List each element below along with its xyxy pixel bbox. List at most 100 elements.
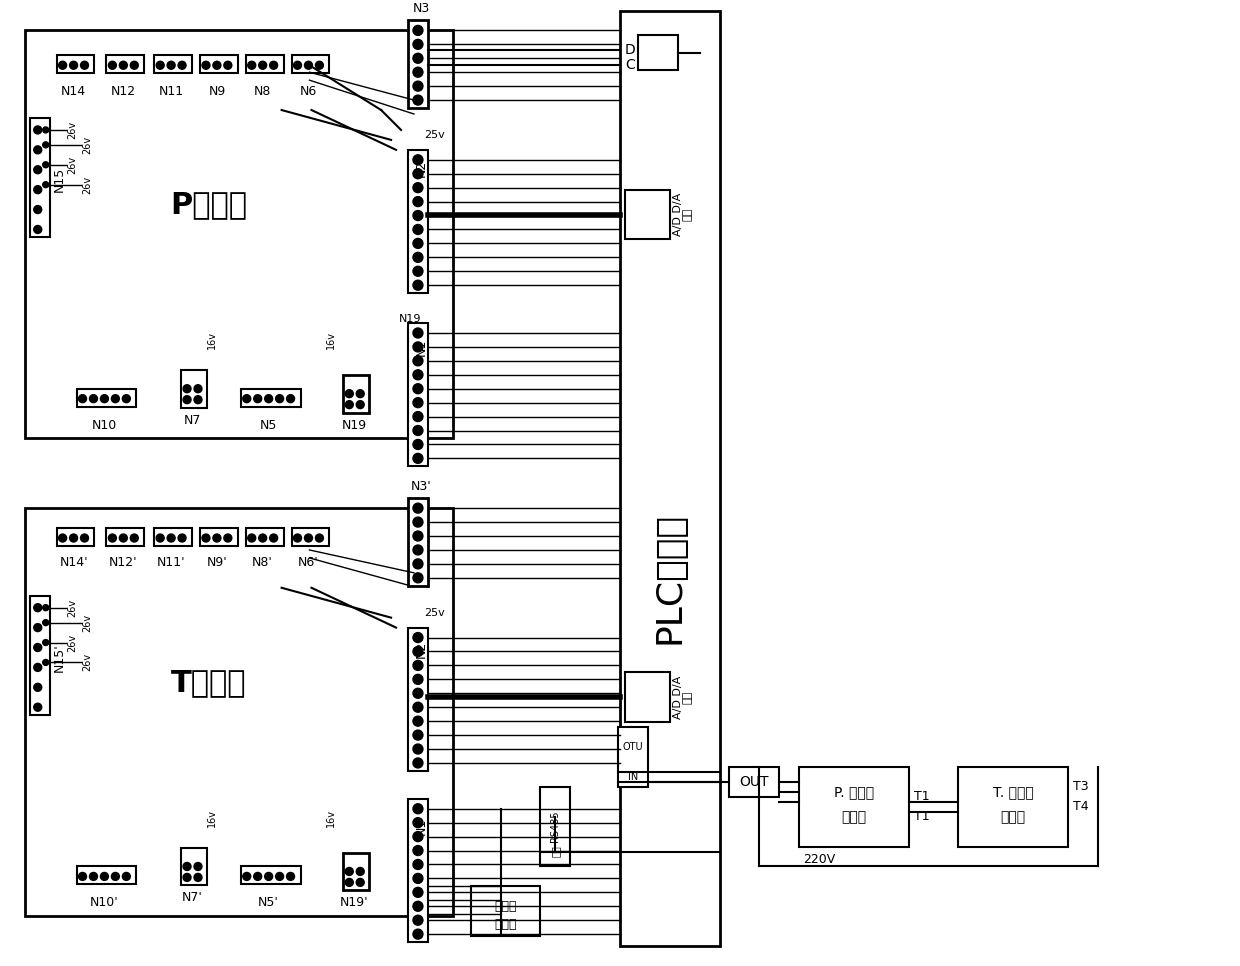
Circle shape (413, 503, 423, 513)
Circle shape (413, 267, 423, 276)
Bar (625, 672, 670, 723)
Circle shape (100, 872, 108, 880)
Circle shape (179, 61, 186, 70)
Text: D: D (625, 43, 636, 57)
Text: A/D D/A: A/D D/A (673, 675, 683, 719)
Bar (107, 55, 144, 73)
Text: N12: N12 (110, 85, 136, 99)
Bar (471, 887, 541, 936)
Circle shape (413, 545, 423, 554)
Text: A/D D/A: A/D D/A (673, 193, 683, 236)
Text: N19: N19 (398, 314, 420, 324)
Circle shape (413, 280, 423, 290)
Circle shape (413, 633, 423, 642)
Text: 通信: 通信 (551, 845, 560, 858)
Text: 通信: 通信 (683, 208, 693, 221)
Text: 26v: 26v (83, 176, 93, 194)
Text: N15: N15 (52, 167, 66, 192)
Circle shape (184, 384, 191, 393)
Circle shape (269, 534, 278, 542)
Circle shape (248, 61, 255, 70)
Circle shape (78, 872, 87, 880)
Circle shape (315, 534, 324, 542)
Circle shape (413, 531, 423, 541)
Circle shape (33, 225, 42, 234)
Bar (343, 853, 370, 891)
Bar (625, 189, 670, 240)
Bar (30, 596, 50, 715)
Circle shape (69, 534, 78, 542)
Circle shape (243, 395, 250, 403)
Circle shape (413, 53, 423, 63)
Circle shape (413, 730, 423, 740)
Circle shape (81, 534, 88, 542)
Text: 16v: 16v (326, 809, 336, 827)
Text: 16v: 16v (207, 331, 217, 349)
Bar (408, 150, 428, 293)
Circle shape (413, 25, 423, 36)
Text: N9': N9' (207, 555, 227, 569)
Circle shape (413, 211, 423, 220)
Circle shape (254, 872, 262, 880)
Circle shape (413, 646, 423, 657)
Circle shape (193, 384, 202, 393)
Text: N2: N2 (414, 159, 428, 177)
Circle shape (112, 395, 119, 403)
Circle shape (42, 619, 48, 626)
Bar (241, 388, 300, 407)
Circle shape (275, 872, 284, 880)
Bar (181, 847, 207, 886)
Text: 26v: 26v (68, 634, 78, 652)
Bar (291, 55, 330, 73)
Bar (729, 767, 779, 797)
Circle shape (345, 389, 353, 398)
Circle shape (413, 183, 423, 192)
Text: N19: N19 (342, 418, 367, 432)
Circle shape (184, 873, 191, 881)
Circle shape (33, 166, 42, 174)
Circle shape (167, 61, 175, 70)
Text: N8: N8 (254, 85, 272, 99)
Text: N19': N19' (340, 896, 368, 909)
Text: 220V: 220V (804, 854, 836, 867)
Circle shape (413, 197, 423, 207)
Bar (799, 767, 909, 846)
Text: N7: N7 (184, 413, 201, 427)
Bar (241, 867, 300, 885)
Circle shape (413, 342, 423, 352)
Circle shape (108, 534, 117, 542)
Circle shape (356, 867, 365, 875)
Circle shape (33, 624, 42, 632)
Text: P. 超声波: P. 超声波 (833, 784, 874, 799)
Bar (77, 388, 136, 407)
Text: N10: N10 (92, 418, 117, 432)
Text: N6': N6' (298, 555, 319, 569)
Text: 26v: 26v (83, 136, 93, 154)
Text: 16v: 16v (207, 809, 217, 827)
Circle shape (413, 845, 423, 856)
Text: P主控板: P主控板 (170, 190, 248, 219)
Bar (57, 55, 94, 73)
Circle shape (413, 355, 423, 366)
Circle shape (413, 517, 423, 527)
Circle shape (184, 863, 191, 870)
Circle shape (413, 559, 423, 569)
Circle shape (33, 146, 42, 154)
Bar (25, 508, 453, 916)
Bar (291, 528, 330, 546)
Text: 发生器: 发生器 (1001, 810, 1025, 824)
Text: OUT: OUT (739, 775, 769, 789)
Circle shape (33, 664, 42, 671)
Circle shape (42, 605, 48, 611)
Text: N7': N7' (181, 892, 202, 904)
Circle shape (413, 239, 423, 248)
Bar (408, 628, 428, 771)
Circle shape (413, 81, 423, 91)
Circle shape (123, 395, 130, 403)
Circle shape (254, 395, 262, 403)
Circle shape (413, 860, 423, 869)
Circle shape (413, 370, 423, 380)
Circle shape (294, 61, 301, 70)
Circle shape (58, 61, 67, 70)
Text: C: C (625, 58, 635, 72)
